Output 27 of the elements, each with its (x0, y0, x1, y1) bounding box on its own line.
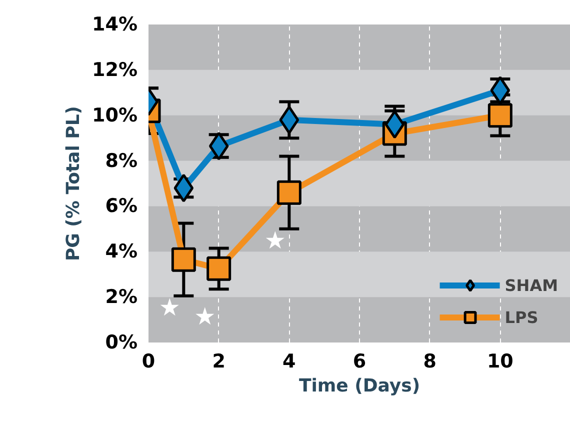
annotation: ★ (158, 294, 180, 322)
y-tick-label: 2% (105, 286, 138, 308)
y-axis-title: PG (% Total PL) (63, 106, 84, 262)
point (488, 103, 512, 128)
x-tick-label: 4 (282, 350, 296, 372)
y-tick-label: 0% (105, 332, 138, 354)
annotation: ★ (264, 226, 286, 255)
y-tick-label: 8% (105, 150, 138, 172)
y-tick-label: 12% (92, 58, 138, 81)
x-tick-label: 8 (423, 350, 436, 372)
x-tick-label: 6 (352, 350, 366, 372)
point (276, 180, 302, 205)
annotation: ★ (194, 302, 216, 331)
point (279, 106, 300, 134)
x-tick-label: 2 (212, 350, 226, 372)
point (174, 174, 194, 202)
x-tick-label: 0 (142, 350, 156, 372)
point (206, 256, 232, 281)
legend-label: LPS (504, 308, 538, 326)
y-tick-label: 10% (92, 104, 138, 126)
legend-label: SHAM (504, 276, 558, 294)
y-tick-label: 4% (105, 240, 138, 263)
y-tick-label: 14% (92, 14, 138, 36)
y-tick-label: 6% (105, 195, 138, 218)
x-tick-label: 10 (486, 350, 514, 372)
x-axis-title: Time (Days) (298, 376, 420, 396)
point (171, 247, 196, 272)
